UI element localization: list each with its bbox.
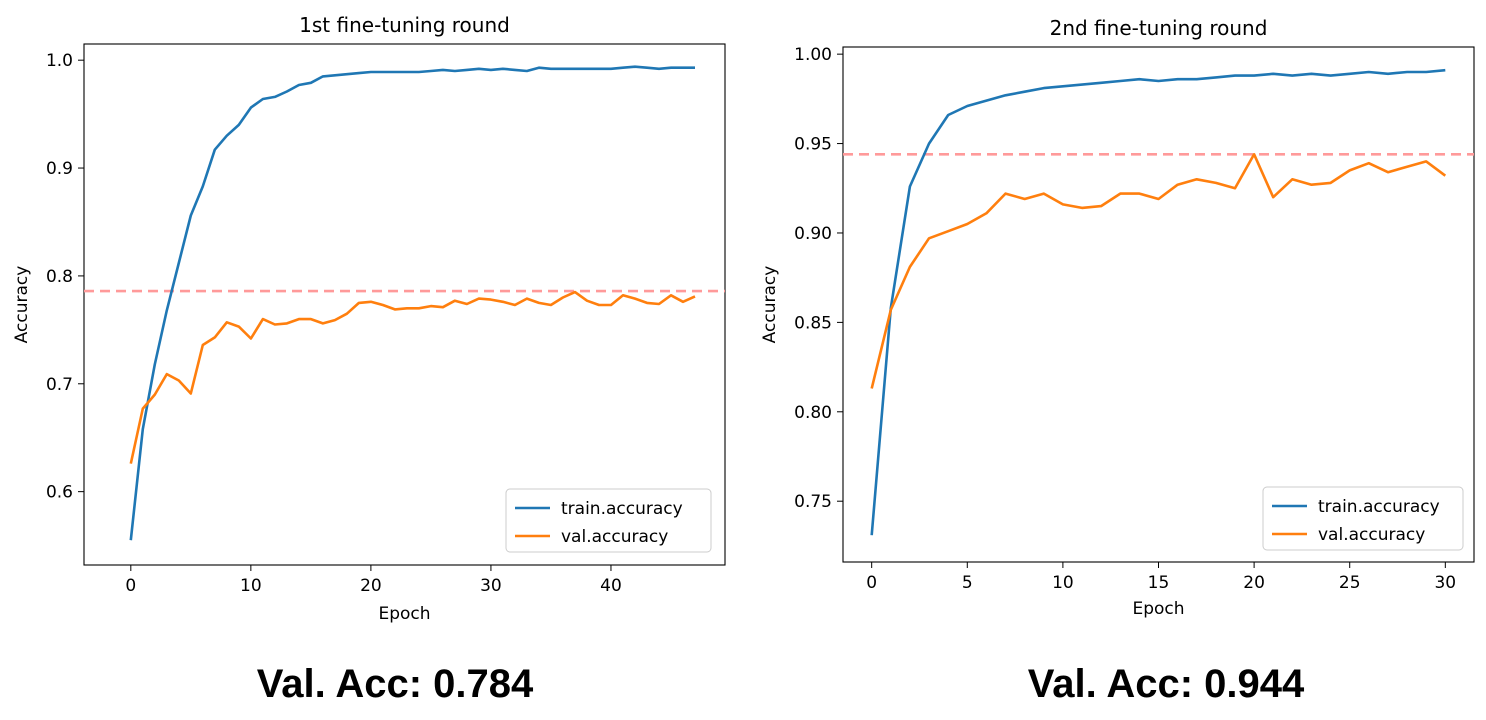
y-tick-label: 0.80 bbox=[794, 403, 832, 423]
caption-right-val-acc: Val. Acc: 0.944 bbox=[1027, 662, 1305, 706]
y-tick-label: 0.75 bbox=[794, 492, 832, 512]
series-line-train-accuracy bbox=[870, 68, 1446, 536]
caption-left-val-acc: Val. Acc: 0.784 bbox=[256, 662, 534, 706]
y-tick-label: 0.6 bbox=[46, 483, 73, 503]
x-axis-label: Epoch bbox=[1132, 599, 1184, 619]
y-axis-label: Accuracy bbox=[12, 266, 32, 344]
x-tick-label: 10 bbox=[240, 576, 262, 596]
y-tick-label: 1.00 bbox=[794, 45, 832, 65]
series-line-train-accuracy bbox=[129, 65, 695, 541]
y-tick-label: 0.9 bbox=[46, 159, 73, 179]
x-tick-label: 15 bbox=[1148, 573, 1170, 593]
x-tick-label: 40 bbox=[600, 576, 622, 596]
legend-label: val.accuracy bbox=[1318, 525, 1425, 545]
x-tick-label: 0 bbox=[125, 576, 136, 596]
y-axis-label: Accuracy bbox=[760, 266, 780, 344]
x-tick-label: 0 bbox=[866, 573, 877, 593]
y-tick-label: 1.0 bbox=[46, 51, 73, 71]
chart-title: 2nd fine-tuning round bbox=[1050, 16, 1268, 40]
x-tick-label: 5 bbox=[962, 573, 973, 593]
legend-label: train.accuracy bbox=[1318, 497, 1440, 517]
x-tick-label: 25 bbox=[1339, 573, 1361, 593]
chart-2: 2nd fine-tuning round 0 5 10 15 20 25 30 0.75 0.8… bbox=[760, 16, 1475, 619]
series-line-val-accuracy bbox=[129, 290, 696, 464]
x-axis-label: Epoch bbox=[378, 604, 430, 624]
plot-frame bbox=[83, 43, 726, 566]
y-tick-label: 0.7 bbox=[46, 375, 73, 395]
x-tick-label: 10 bbox=[1052, 573, 1074, 593]
chart-title: 1st fine-tuning round bbox=[299, 13, 510, 37]
y-tick-label: 0.8 bbox=[46, 267, 73, 287]
y-tick-label: 0.85 bbox=[794, 313, 832, 333]
y-tick-label: 0.95 bbox=[794, 135, 832, 155]
legend-box bbox=[1262, 486, 1464, 551]
series-line-val-accuracy bbox=[870, 153, 1447, 389]
x-tick-label: 20 bbox=[1243, 573, 1265, 593]
x-tick-label: 30 bbox=[480, 576, 502, 596]
y-tick-label: 0.90 bbox=[794, 224, 832, 244]
chart-1: 1st fine-tuning round 0 10 20 30 40 0.6 0.7 0.8 0… bbox=[12, 13, 726, 624]
x-tick-label: 30 bbox=[1434, 573, 1456, 593]
legend-label: val.accuracy bbox=[561, 527, 668, 547]
x-tick-label: 20 bbox=[360, 576, 382, 596]
legend-label: train.accuracy bbox=[561, 499, 683, 519]
plot-frame bbox=[842, 46, 1475, 563]
legend-box bbox=[505, 488, 712, 553]
